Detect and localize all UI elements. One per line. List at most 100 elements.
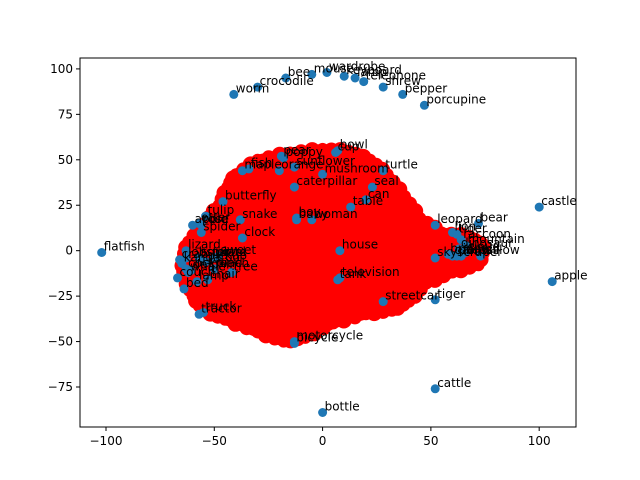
data-point: [237, 233, 247, 243]
point-label: turtle: [385, 158, 418, 172]
point-label: flatfish: [104, 240, 145, 254]
data-point: [289, 338, 299, 348]
data-point: [456, 251, 466, 261]
point-label: worm: [236, 81, 270, 95]
point-label: caterpillar: [296, 174, 357, 188]
data-point: [192, 277, 202, 287]
data-point: [333, 275, 343, 285]
point-label: bee: [288, 65, 310, 79]
point-label: tiger: [459, 221, 487, 235]
data-point: [476, 251, 486, 261]
y-tick-label: −25: [48, 289, 73, 303]
data-point: [201, 257, 211, 267]
data-point: [346, 202, 356, 212]
data-point: [181, 246, 191, 256]
data-point: [430, 295, 440, 305]
data-point: [289, 162, 299, 172]
point-label: tree: [234, 260, 258, 274]
point-label: boy: [299, 205, 321, 219]
data-point: [237, 166, 247, 176]
cloud-marker: [225, 170, 242, 187]
point-label: pepper: [405, 81, 448, 95]
point-label: mountain: [468, 232, 525, 246]
cloud-marker: [251, 326, 264, 339]
data-point: [214, 251, 224, 261]
point-label: motorcycle: [296, 329, 363, 343]
point-label: skyscraper: [437, 245, 502, 259]
data-point: [322, 68, 332, 77]
point-label: truck: [206, 300, 237, 314]
data-point: [289, 182, 299, 192]
data-point: [188, 220, 198, 230]
point-label: crocodile: [260, 74, 314, 88]
data-point: [350, 73, 360, 83]
point-label: baby: [299, 207, 329, 221]
point-label: sunflower: [296, 154, 355, 168]
x-tick-label: −50: [202, 434, 227, 448]
x-tick-label: 0: [319, 434, 327, 448]
point-label: orange: [281, 158, 323, 172]
point-label: willow: [483, 243, 520, 257]
x-tick-label: −100: [90, 434, 123, 448]
point-label: tiger: [437, 287, 465, 301]
data-point: [235, 215, 245, 225]
point-label: cloud: [468, 240, 501, 254]
data-point: [201, 211, 211, 221]
data-point: [378, 166, 388, 176]
data-point: [97, 248, 107, 257]
data-point: [534, 202, 544, 212]
point-label: lobster: [188, 245, 230, 259]
data-point: [331, 148, 341, 157]
point-label: cup: [338, 140, 360, 154]
cloud-marker: [227, 315, 244, 332]
data-point: [367, 182, 377, 192]
point-label: can: [368, 187, 390, 201]
point-label: couch: [180, 265, 216, 279]
data-point: [196, 220, 206, 230]
point-label: snake: [242, 207, 277, 221]
y-axis: −75 −50 −25 0 25 50 75 100: [48, 62, 80, 394]
data-point: [173, 273, 182, 283]
y-tick-label: −50: [48, 335, 73, 349]
point-label: bed: [186, 276, 209, 290]
point-label: butterfly: [225, 189, 277, 203]
data-point: [339, 71, 349, 81]
point-label: wardrobe: [329, 60, 386, 74]
data-point: [227, 268, 237, 277]
point-label: sweet: [221, 243, 257, 257]
point-label: table: [353, 194, 383, 208]
point-label: bridge: [450, 241, 489, 255]
x-tick-label: 100: [528, 434, 551, 448]
point-label: lamp: [199, 269, 229, 283]
point-label: pine: [216, 256, 242, 270]
point-label: woman: [314, 207, 358, 221]
point-label: crab: [182, 247, 209, 261]
point-label: keyboard: [346, 63, 402, 77]
cloud-marker: [304, 142, 321, 159]
point-label: cockroach: [188, 256, 249, 270]
point-label: seal: [374, 174, 398, 188]
point-label: tulip: [208, 203, 235, 217]
x-tick-label: 50: [423, 434, 438, 448]
data-point: [419, 100, 429, 110]
data-point: [183, 268, 193, 277]
point-label: squirrel: [201, 245, 246, 259]
point-label: pear: [283, 143, 310, 157]
point-label: apple: [554, 269, 587, 283]
point-label: otter: [201, 210, 230, 224]
point-label: dolphin: [193, 258, 237, 272]
point-label: spider: [203, 220, 240, 234]
point-label: bear: [481, 210, 508, 224]
point-label: shrew: [385, 74, 421, 88]
data-point: [292, 213, 302, 223]
data-point: [253, 82, 263, 92]
point-label: rose: [203, 212, 229, 226]
point-label: mushroom: [325, 161, 389, 175]
point-label: bottle: [325, 400, 360, 414]
data-point: [218, 197, 228, 207]
cloud-marker: [359, 308, 372, 321]
point-label: maple: [244, 158, 281, 172]
data-point: [361, 195, 371, 205]
